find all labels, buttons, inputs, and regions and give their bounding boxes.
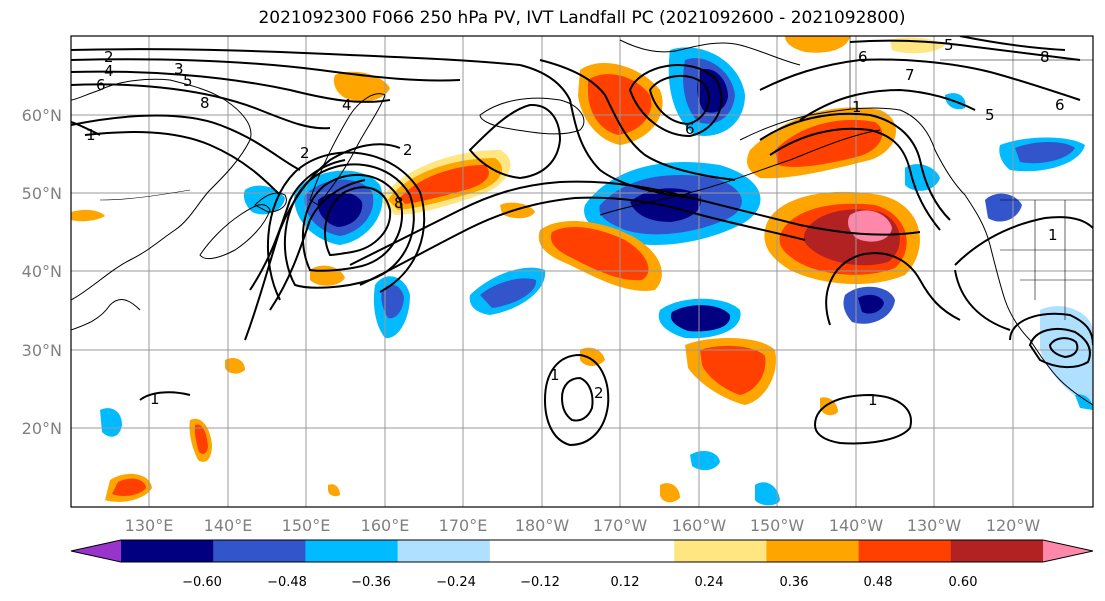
- contour-label: 2: [403, 141, 413, 159]
- colorbar-swatch: [397, 540, 491, 562]
- lon-label: 150°W: [750, 516, 805, 535]
- contour-label: 6: [1055, 96, 1065, 114]
- contour-label: 8: [200, 94, 210, 112]
- colorbar-tick-label: 0.48: [864, 575, 893, 590]
- contour-label: 7: [905, 66, 915, 84]
- contour-label: 1: [550, 366, 560, 384]
- colorbar-tick-label: −0.24: [436, 575, 476, 590]
- colorbar-tick-label: 0.24: [695, 575, 724, 590]
- contour-label: 1: [86, 126, 96, 144]
- contour-label: 2: [300, 144, 310, 162]
- contour-label: 1: [150, 390, 160, 408]
- longitude-labels: 130°E 140°E 150°E 160°E 170°E 180°W 170°…: [125, 516, 1041, 535]
- lon-label: 130°W: [907, 516, 962, 535]
- lon-label: 120°W: [986, 516, 1041, 535]
- coastlines: [71, 39, 1093, 406]
- ivt-contours: [71, 36, 1093, 447]
- lon-label: 170°W: [593, 516, 648, 535]
- colorbar-swatch: [950, 540, 1044, 562]
- contour-label: 1: [852, 98, 862, 116]
- contour-label: 2: [594, 384, 604, 402]
- lat-label: 20°N: [22, 419, 62, 438]
- contour-label: 4: [104, 62, 114, 80]
- colorbar-outline: [70, 539, 1094, 563]
- contour-label: 2: [104, 48, 114, 66]
- lat-label: 60°N: [22, 106, 62, 125]
- lon-label: 180°W: [515, 516, 570, 535]
- colorbar-tick-label: 0.12: [611, 575, 640, 590]
- lat-label: 50°N: [22, 184, 62, 203]
- lat-label: 30°N: [22, 341, 62, 360]
- colorbar-swatch: [766, 540, 860, 562]
- lon-label: 160°W: [672, 516, 727, 535]
- map-frame: [70, 35, 1094, 508]
- colorbar-swatch: [213, 540, 306, 562]
- colorbar-swatch: [305, 540, 399, 562]
- colorbar-tick-label: −0.12: [520, 575, 560, 590]
- contour-label: 5: [183, 72, 193, 90]
- colorbar-swatch: [858, 540, 952, 562]
- lon-label: 140°E: [204, 516, 253, 535]
- colorbar-swatch: [582, 540, 675, 562]
- pv-anomaly-shading: [71, 36, 1093, 506]
- lon-label: 140°W: [829, 516, 884, 535]
- political-borders: [99, 36, 1093, 320]
- contour-labels: 2 4 6 3 5 8 1 2 2 4 8 6 6 5 7 8 5 6 1 1 …: [86, 36, 1065, 409]
- colorbar-tick-label: −0.48: [267, 575, 307, 590]
- colorbar-swatch: [121, 540, 214, 562]
- lon-label: 130°E: [125, 516, 174, 535]
- latitude-labels: 60°N 50°N 40°N 30°N 20°N: [22, 106, 62, 438]
- lon-label: 170°E: [439, 516, 488, 535]
- contour-label: 1: [1048, 226, 1058, 244]
- colorbar: [70, 539, 1094, 563]
- colorbar-tick-label: −0.36: [351, 575, 391, 590]
- contour-label: 6: [96, 76, 106, 94]
- contour-label: 5: [985, 106, 995, 124]
- contour-label: 3: [174, 60, 184, 78]
- lon-label: 160°E: [361, 516, 410, 535]
- contour-label: 1: [868, 391, 878, 409]
- colorbar-tick-label: −0.60: [182, 575, 222, 590]
- contour-label: 4: [342, 96, 352, 114]
- map-title: 2021092300 F066 250 hPa PV, IVT Landfall…: [258, 8, 906, 28]
- contour-label: 8: [394, 194, 404, 212]
- colorbar-tick-label: 0.60: [949, 575, 978, 590]
- lat-label: 40°N: [22, 262, 62, 281]
- contour-label: 5: [944, 36, 954, 54]
- colorbar-tick-label: 0.36: [780, 575, 809, 590]
- colorbar-swatch: [489, 540, 583, 562]
- colorbar-extend-low: [71, 540, 121, 562]
- lon-label: 150°E: [282, 516, 331, 535]
- contour-label: 8: [1040, 48, 1050, 66]
- colorbar-swatch: [674, 540, 767, 562]
- contour-label: 6: [685, 120, 695, 138]
- contour-label: 6: [858, 48, 868, 66]
- colorbar-tick-labels: −0.60 −0.48 −0.36 −0.24 −0.12 0.12 0.24 …: [182, 575, 977, 590]
- colorbar-extend-high: [1043, 540, 1093, 562]
